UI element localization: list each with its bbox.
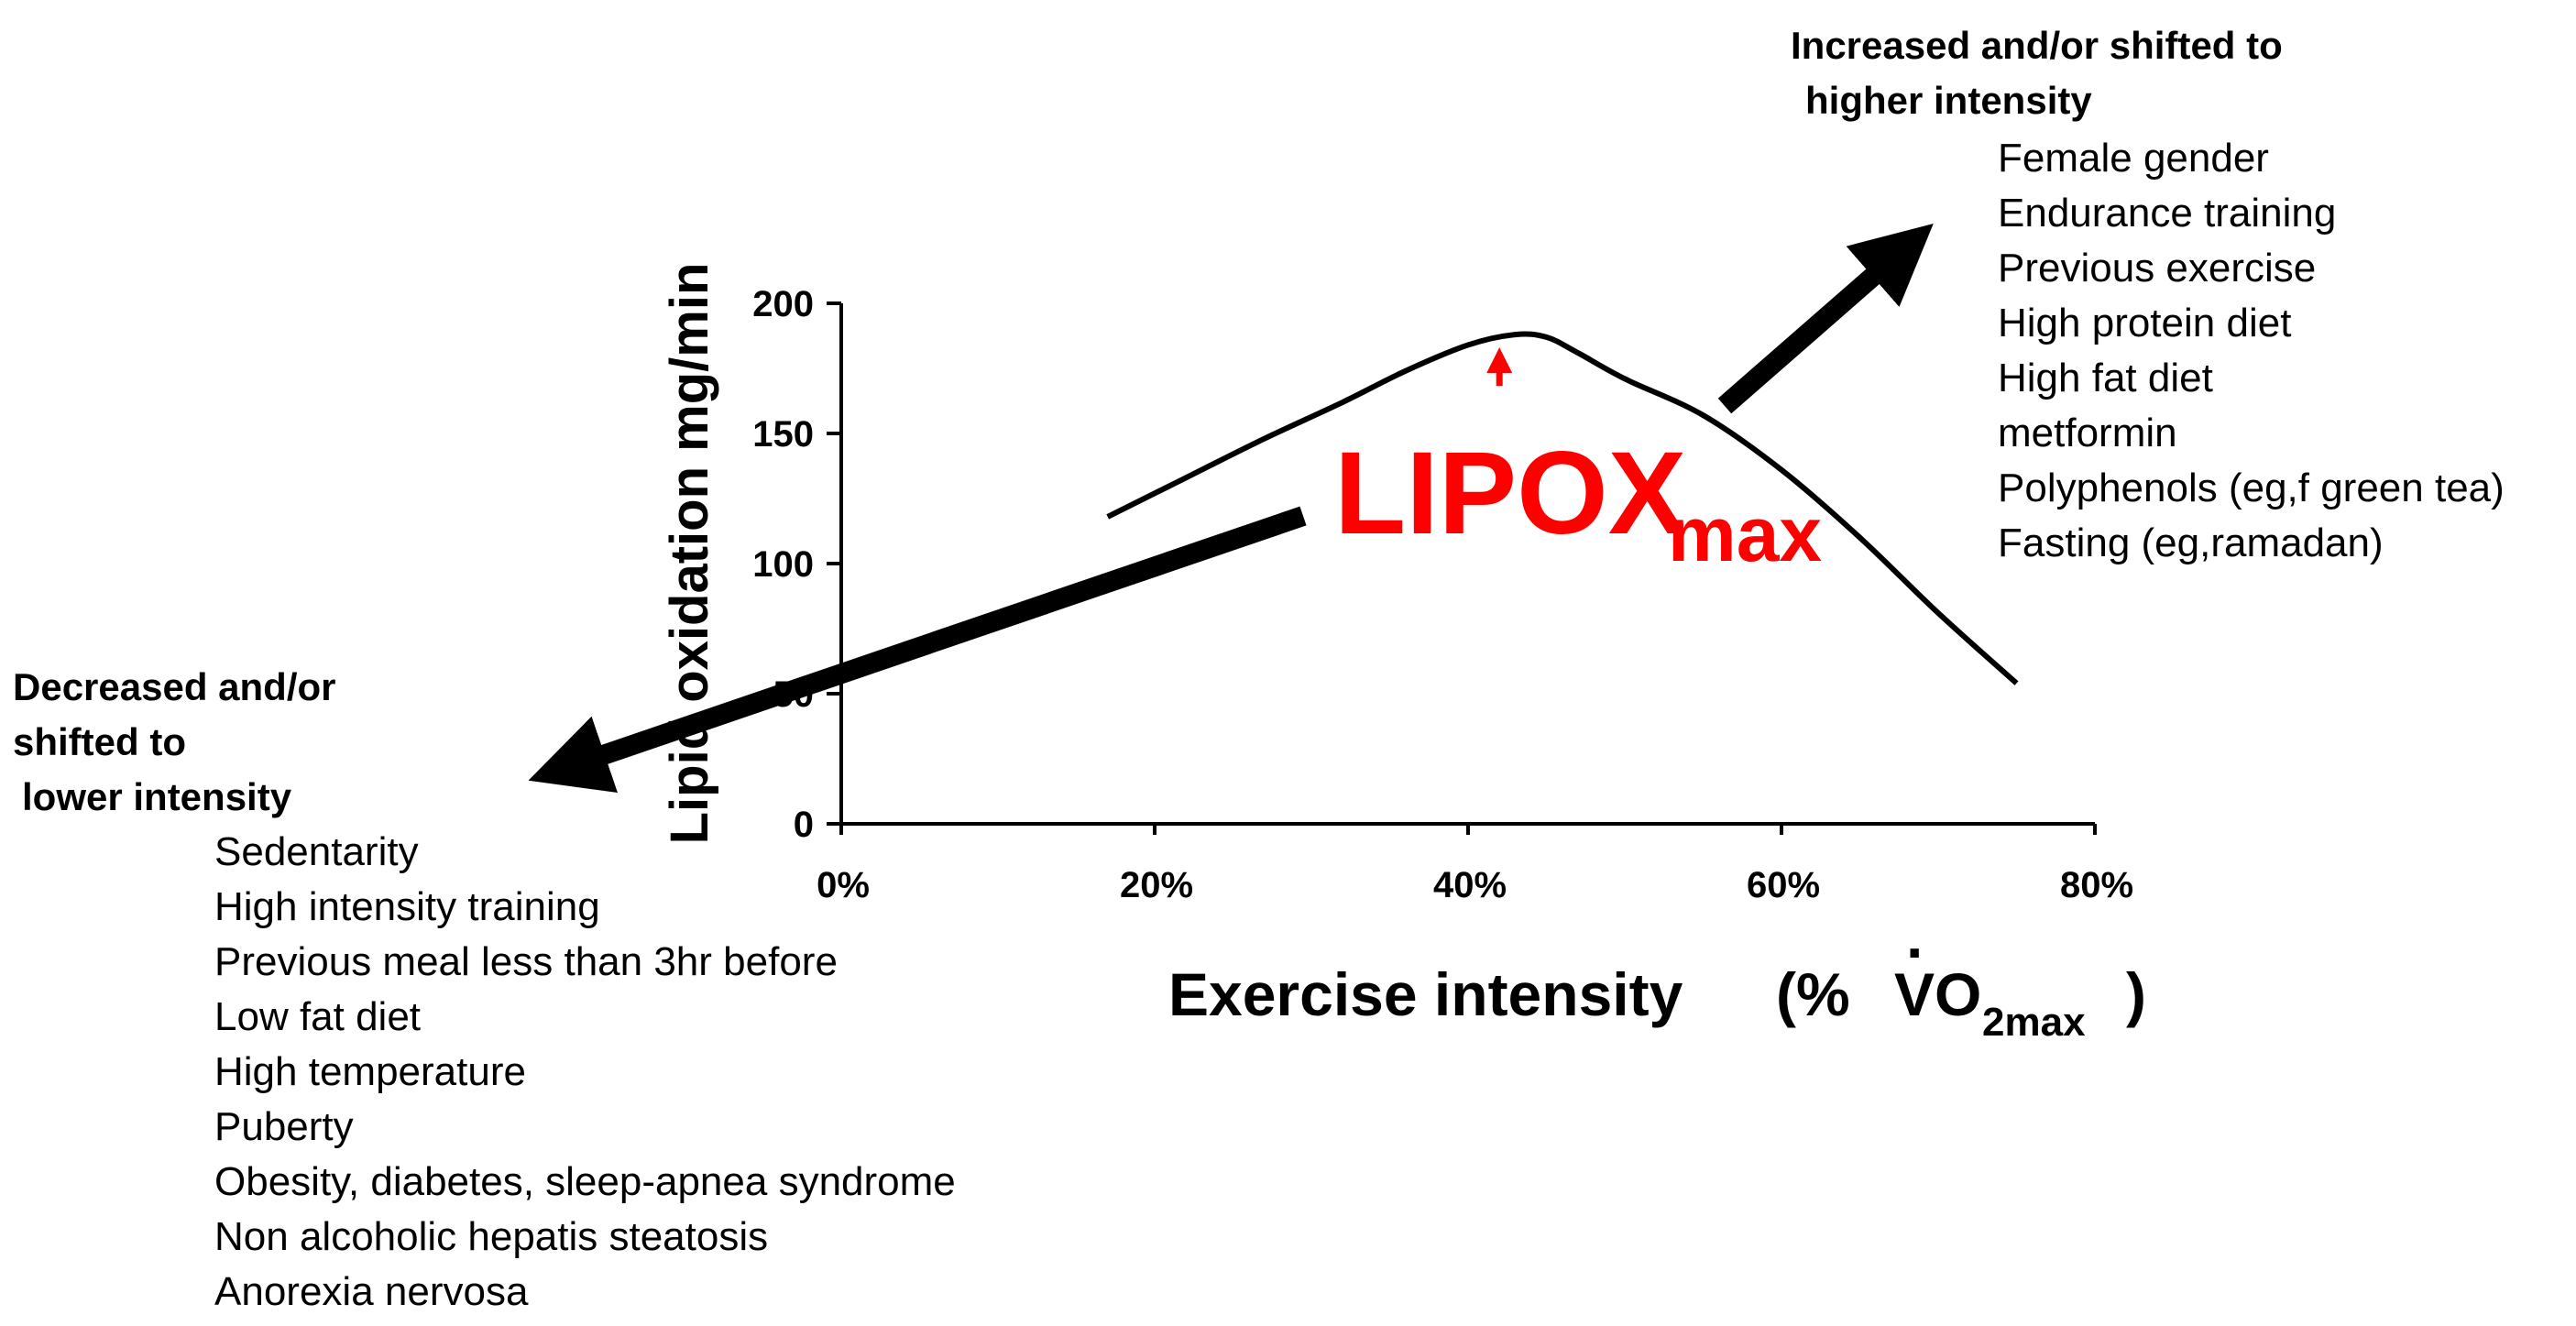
decreased-factor-item: Low fat diet xyxy=(214,994,421,1039)
increase-arrow-icon xyxy=(1717,223,1934,414)
decreased-factor-item: Sedentarity xyxy=(214,829,419,874)
lipox-label: LIPOX xyxy=(1334,428,1686,559)
decreased-factor-item: Anorexia nervosa xyxy=(214,1269,529,1314)
x-axis-label-dot: · xyxy=(1906,918,1926,986)
x-axis-label-paren-open: (% xyxy=(1776,960,1850,1028)
increased-factor-item: Polyphenols (eg,f green tea) xyxy=(1998,466,2505,510)
y-tick-label: 100 xyxy=(752,544,814,585)
increased-factor-item: High fat diet xyxy=(1998,356,2213,400)
y-tick-label: 0 xyxy=(794,805,814,845)
decreased-heading-line1: Decreased and/or xyxy=(13,665,336,708)
x-tick-label: 80% xyxy=(2060,865,2133,905)
x-tick-label: 20% xyxy=(1120,865,1193,905)
decreased-heading-line2: shifted to xyxy=(13,720,186,763)
decreased-factor-item: Obesity, diabetes, sleep-apnea syndrome xyxy=(214,1159,956,1204)
y-tick-label: 200 xyxy=(752,284,814,324)
decreased-factor-item: High temperature xyxy=(214,1049,526,1094)
increased-factor-item: metformin xyxy=(1998,411,2177,455)
decreased-factor-item: Non alcoholic hepatis steatosis xyxy=(214,1214,768,1259)
lipox-subscript: max xyxy=(1668,491,1822,577)
increased-factor-item: Female gender xyxy=(1998,136,2269,181)
increased-heading-line2: higher intensity xyxy=(1805,79,2092,122)
increased-factor-item: Previous exercise xyxy=(1998,246,2316,290)
y-tick-label: 150 xyxy=(752,414,814,455)
lipox-max-annotation: LIPOX max xyxy=(1334,347,1822,577)
x-axis-label-sub: O xyxy=(1935,960,1981,1028)
increased-factor-item: High protein diet xyxy=(1998,301,2291,345)
x-axis-label-subscript: 2max xyxy=(1982,1000,2086,1045)
x-axis-label: Exercise intensity (% V · O 2max ) xyxy=(1168,918,2146,1045)
x-axis-label-main: Exercise intensity xyxy=(1168,960,1683,1028)
decreased-factor-item: Previous meal less than 3hr before xyxy=(214,939,838,984)
decreased-factor-list: Sedentarity High intensity training Previo… xyxy=(214,829,956,1314)
increased-heading-line1: Increased and/or shifted to xyxy=(1791,24,2283,67)
y-axis-label: Lipid oxidation mg/min xyxy=(660,263,719,845)
decreased-factor-item: Puberty xyxy=(214,1104,354,1149)
decrease-arrow-icon xyxy=(528,506,1307,793)
increased-factor-item: Fasting (eg,ramadan) xyxy=(1998,521,2384,565)
x-tick-label: 0% xyxy=(817,865,870,905)
increased-factor-list: Female gender Endurance training Previous … xyxy=(1998,136,2505,565)
plot-axes xyxy=(839,303,2095,826)
increased-factor-item: Endurance training xyxy=(1998,191,2336,236)
x-axis-label-paren-close: ) xyxy=(2126,960,2146,1028)
increased-factors: Increased and/or shifted to higher inten… xyxy=(1791,24,2505,565)
decreased-heading-line3: lower intensity xyxy=(22,775,292,818)
decreased-factors: Decreased and/or shifted to lower intens… xyxy=(13,665,956,1314)
x-axis-label-var: V xyxy=(1894,960,1935,1028)
x-tick-label: 60% xyxy=(1747,865,1820,905)
x-tick-label: 40% xyxy=(1433,865,1507,905)
y-tick-group: 050100150200 xyxy=(752,284,841,845)
x-tick-group: 0% 20% 40% 60% 80% xyxy=(817,824,2133,905)
decreased-factor-item: High intensity training xyxy=(214,884,600,929)
lipid-oxidation-curve xyxy=(1106,331,2019,685)
